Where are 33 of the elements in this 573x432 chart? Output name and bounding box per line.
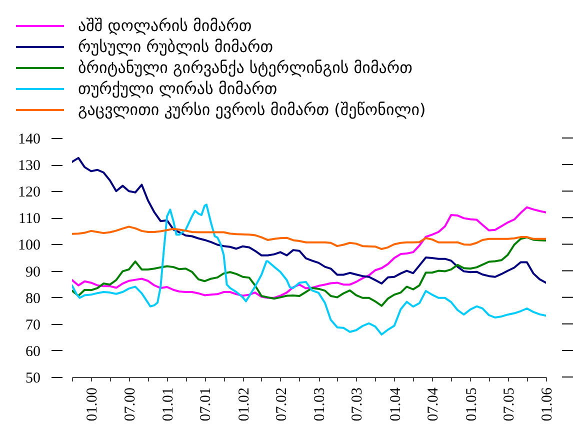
y-tick-label: 50	[26, 370, 40, 386]
x-tick-label: 01.06	[540, 387, 556, 422]
legend-label: ბრიტანული გირვანქა სტერლინგის მიმართ	[78, 58, 413, 77]
x-tick-label: 07.05	[501, 388, 518, 422]
y-tick-label: 100	[18, 238, 40, 254]
x-tick-label: 01.01	[160, 388, 177, 422]
legend-label: თურქული ლირას მიმართ	[78, 79, 278, 98]
x-tick-label: 07.00	[122, 388, 138, 422]
y-tick-label: 80	[26, 290, 40, 307]
line-series	[72, 236, 546, 307]
x-tick-label: 01.05	[464, 388, 480, 422]
x-tick-label: 01.03	[312, 388, 328, 422]
x-tick-label: 01.04	[388, 387, 404, 422]
line-series	[72, 226, 546, 250]
x-tick-label: 01.02	[236, 388, 252, 422]
x-tick-label: 07.02	[274, 388, 290, 422]
y-tick-label: 140	[18, 132, 40, 148]
y-tick-label: 60	[26, 344, 40, 360]
y-tick-label: 70	[26, 317, 40, 334]
x-tick-label: 07.03	[350, 388, 366, 422]
y-tick-label: 90	[26, 264, 40, 280]
x-tick-label: 07.01	[198, 388, 214, 422]
legend-label: აშშ დოლარის მიმართ	[78, 16, 252, 35]
y-tick-label: 130	[18, 158, 40, 174]
x-tick-label: 01.00	[84, 388, 101, 422]
x-tick-label: 07.04	[426, 387, 442, 422]
line-series	[72, 206, 546, 299]
legend-label: გაცვლითი კურსი ევროს მიმართ (შეწონილი)	[78, 100, 426, 119]
y-tick-label: 120	[18, 184, 40, 201]
line-series	[72, 204, 546, 336]
y-tick-label: 110	[18, 211, 40, 228]
legend-label: რუსული რუბლის მიმართ	[78, 37, 274, 56]
line-series	[72, 156, 546, 285]
